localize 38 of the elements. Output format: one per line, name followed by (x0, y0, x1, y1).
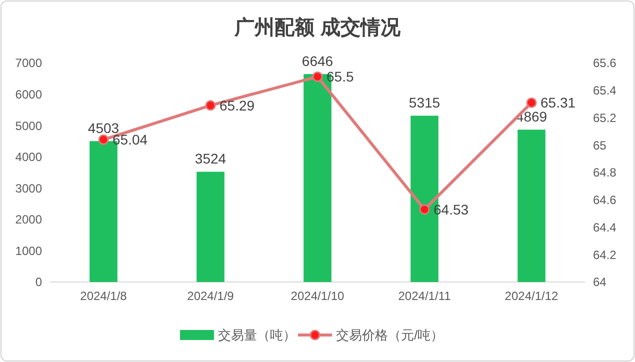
y2-tick-label: 65 (593, 138, 607, 152)
x-tick-label: 2024/1/9 (187, 289, 234, 303)
point (419, 204, 430, 215)
x-tick-label: 2024/1/12 (504, 289, 559, 303)
point (312, 71, 323, 82)
point (98, 134, 109, 145)
y2-tick-label: 64.6 (593, 193, 617, 208)
data-label: 65.31 (540, 94, 576, 111)
data-label: 5315 (408, 94, 440, 111)
point (526, 97, 537, 108)
data-label: 3524 (194, 150, 226, 167)
y-tick-label: 0 (35, 275, 42, 290)
x-tick-label: 2024/1/8 (80, 289, 128, 303)
x-tick-label: 2024/1/11 (398, 289, 452, 303)
y-tick-label: 6000 (15, 87, 42, 102)
x-tick-label: 2024/1/10 (290, 289, 345, 303)
y2-tick-label: 64 (593, 275, 607, 290)
data-label: 65.04 (112, 132, 148, 148)
y2-tick-label: 65.4 (593, 84, 617, 98)
data-label: 6646 (302, 53, 334, 70)
y2-tick-label: 64.2 (593, 248, 617, 262)
y-tick-label: 4000 (15, 150, 42, 164)
data-label: 65.29 (220, 97, 255, 114)
chart-title: 广州配额 成交情况 (234, 16, 402, 39)
y-tick-label: 5000 (15, 118, 42, 133)
y2-tick-label: 65.2 (593, 110, 617, 125)
y-tick-label: 3000 (15, 181, 42, 196)
point (205, 100, 216, 111)
y-tick-label: 2000 (15, 212, 42, 227)
bar (196, 172, 224, 282)
legend-label: 交易量（吨） (218, 328, 296, 343)
y2-tick-label: 65.6 (593, 56, 617, 70)
y2-tick-label: 64.4 (593, 220, 617, 234)
legend-label: 交易价格（元/吨） (336, 328, 444, 343)
y-tick-label: 7000 (15, 56, 42, 70)
bar (518, 130, 546, 282)
y2-tick-label: 64.8 (593, 166, 617, 180)
y-tick-label: 1000 (15, 244, 42, 258)
